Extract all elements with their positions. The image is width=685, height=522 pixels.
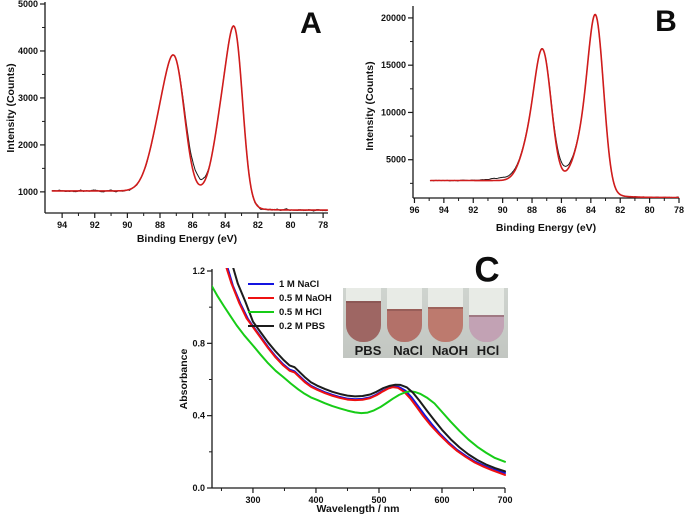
curve-0-5-M-NaOH: [225, 268, 506, 476]
tick-label: 90: [498, 205, 508, 215]
tick-label: 92: [90, 220, 100, 230]
tick-label: 4000: [18, 46, 38, 56]
tube-liquid: [469, 315, 504, 342]
tick-label: 600: [434, 495, 449, 505]
tick-label: 3000: [18, 93, 38, 103]
series-group: [51, 25, 329, 212]
tube-label: PBS: [354, 343, 382, 358]
tick-label: 88: [527, 205, 537, 215]
panel-c-chart: 300 400 500 600 700 0.0 0.4 0.8 1.2: [192, 266, 512, 505]
legend-line-swatch: [248, 282, 274, 286]
panel-b-chart: 96 94 92 90 88 86 84 82 80 78 5000 10000 15000 20000: [381, 6, 684, 215]
series-group: [429, 13, 680, 198]
panel-a-x-axis-title: Binding Energy (eV): [136, 233, 238, 245]
tick-label: 0.8: [192, 338, 205, 348]
tube-glass: [428, 288, 463, 307]
tick-label: 90: [122, 220, 132, 230]
legend-line-swatch: [248, 324, 274, 328]
axes: 94 92 90 88 86 84 82 80 78 1000 2000 3000 4000 5000: [18, 0, 328, 230]
tick-label: 80: [645, 205, 655, 215]
tube-liquid: [428, 307, 463, 342]
tick-label: 82: [615, 205, 625, 215]
tick-label: 15000: [381, 60, 406, 70]
tick-label: 5000: [18, 0, 38, 9]
curve-0-5-M-HCl: [212, 285, 506, 463]
legend-item: 1 M NaCl: [248, 277, 332, 291]
tick-label: 0.4: [192, 411, 205, 421]
panel-c-legend: 1 M NaCl 0.5 M NaOH 0.5 M HCl 0.2 M PBS: [248, 277, 332, 333]
test-tube-nacl: [387, 288, 422, 342]
tube-liquid: [346, 301, 381, 342]
panel-c-y-axis-title: Absorbance: [178, 348, 190, 410]
tick-label: 86: [188, 220, 198, 230]
panel-a-label: A: [300, 7, 322, 40]
test-tube-pbs: [346, 288, 381, 342]
tick-label: 78: [318, 220, 328, 230]
tube-glass: [346, 288, 381, 301]
tick-label: 700: [497, 495, 512, 505]
tick-label: 82: [253, 220, 263, 230]
tick-label: 80: [285, 220, 295, 230]
tick-label: 300: [245, 495, 260, 505]
tube-label: NaCl: [393, 343, 423, 358]
tube-glass: [387, 288, 422, 309]
panel-a-chart: 94 92 90 88 86 84 82 80 78 1000 2000 3000 4000 5000: [18, 0, 329, 230]
tick-label: 78: [674, 205, 684, 215]
series-group: [212, 268, 506, 476]
tick-label: 94: [439, 205, 449, 215]
tick-label: 94: [57, 220, 67, 230]
tick-label: 500: [371, 495, 386, 505]
tick-label: 84: [586, 205, 596, 215]
tick-label: 20000: [381, 13, 406, 23]
axes: 96 94 92 90 88 86 84 82 80 78 5000 10000 15000 20000: [381, 6, 684, 215]
tick-label: 400: [308, 495, 323, 505]
legend-label: 0.2 M PBS: [279, 320, 325, 332]
panel-b-label: B: [655, 5, 677, 38]
axes: 300 400 500 600 700 0.0 0.4 0.8 1.2: [192, 266, 512, 505]
curve-0-2-M-PBS: [232, 268, 506, 473]
panel-b-x-axis-title: Binding Energy (eV): [495, 222, 597, 234]
legend-line-swatch: [248, 296, 274, 300]
tick-label: 1.2: [192, 266, 205, 276]
panel-b-y-axis-title: Intensity (Counts): [364, 61, 376, 151]
tube-liquid: [387, 309, 422, 342]
legend-item: 0.2 M PBS: [248, 319, 332, 333]
legend-item: 0.5 M NaOH: [248, 291, 332, 305]
raw-spectrum: [51, 25, 328, 212]
tick-label: 92: [468, 205, 478, 215]
legend-label: 1 M NaCl: [279, 278, 320, 290]
legend-item: 0.5 M HCl: [248, 305, 332, 319]
tick-label: 0.0: [192, 483, 205, 493]
tick-label: 84: [220, 220, 230, 230]
tube-label: NaOH: [431, 343, 469, 358]
tick-label: 86: [556, 205, 566, 215]
fit-envelope: [51, 25, 329, 211]
raw-spectrum: [430, 14, 679, 198]
tick-label: 10000: [381, 107, 406, 117]
tick-label: 1000: [18, 187, 38, 197]
tick-label: 5000: [386, 155, 406, 165]
tick-label: 96: [409, 205, 419, 215]
fit-envelope: [429, 13, 680, 198]
legend-label: 0.5 M NaOH: [279, 292, 332, 304]
legend-label: 0.5 M HCl: [279, 306, 322, 318]
test-tube-naoh: [428, 288, 463, 342]
tick-label: 2000: [18, 140, 38, 150]
inset-photo: PBS NaCl NaOH HCl: [343, 288, 508, 358]
test-tube-hcl: [469, 288, 504, 342]
legend-line-swatch: [248, 310, 274, 314]
panel-c-label: C: [474, 250, 500, 290]
tube-glass: [469, 288, 504, 315]
tick-label: 88: [155, 220, 165, 230]
panel-c-x-axis-title: Wavelength / nm: [316, 503, 400, 515]
panel-a-y-axis-title: Intensity (Counts): [5, 63, 17, 153]
tube-label: HCl: [476, 343, 500, 358]
